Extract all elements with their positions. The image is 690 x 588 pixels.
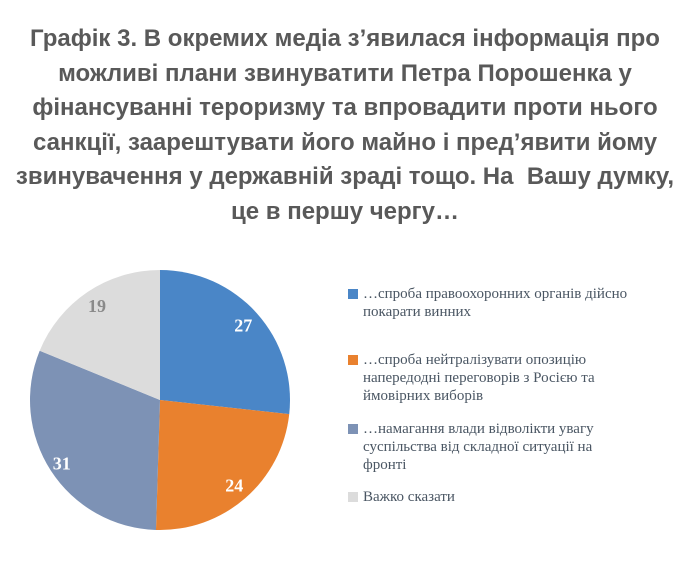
pie-value-label-4: 19 <box>88 296 106 316</box>
chart-title-line: фінансуванні тероризму та впровадити про… <box>32 94 658 121</box>
legend-item-2: …спроба нейтралізувати опозицію напередо… <box>348 351 633 405</box>
legend-swatch-4 <box>348 492 358 502</box>
chart-title-line: звинувачення у державній зраді тощо. На … <box>15 163 675 190</box>
legend-item-3: …намагання влади відволікти увагу суспіл… <box>348 420 633 474</box>
legend-label-3: …намагання влади відволікти увагу суспіл… <box>363 421 594 473</box>
pie-slice-4 <box>39 270 161 400</box>
legend-swatch-1 <box>348 289 358 299</box>
legend-swatch-3 <box>348 424 358 434</box>
pie-value-label-3: 31 <box>53 454 71 474</box>
chart-legend: …спроба правоохоронних органів дійсно по… <box>348 0 658 588</box>
pie-value-label-2: 24 <box>225 475 243 495</box>
chart-title-line: можливі плани звинуватити Петра Порошенк… <box>58 59 632 87</box>
pie-chart: 27 24 31 19 <box>29 270 290 531</box>
legend-swatch-2 <box>348 355 358 365</box>
chart-title-line: Графік 3. В окремих медіа з’явилася інфо… <box>30 25 660 52</box>
pie-value-label-1: 27 <box>234 315 252 335</box>
legend-item-4: Важко сказати <box>348 488 633 506</box>
chart-title-line: санкції, заарештувати його майно і пред’… <box>32 128 658 156</box>
legend-label-4: Важко сказати <box>363 489 455 505</box>
legend-label-1: …спроба правоохоронних органів дійсно по… <box>363 286 628 320</box>
pie-slice-3 <box>29 350 161 530</box>
legend-label-2: …спроба нейтралізувати опозицію напередо… <box>363 352 595 404</box>
chart-title: Графік 3. В окремих медіа з’явилася інфо… <box>0 22 690 229</box>
pie-slice-1 <box>160 270 290 415</box>
chart-title-line: це в першу чергу… <box>231 197 459 225</box>
legend-item-1: …спроба правоохоронних органів дійсно по… <box>348 285 633 321</box>
pie-slice-2 <box>155 400 290 531</box>
